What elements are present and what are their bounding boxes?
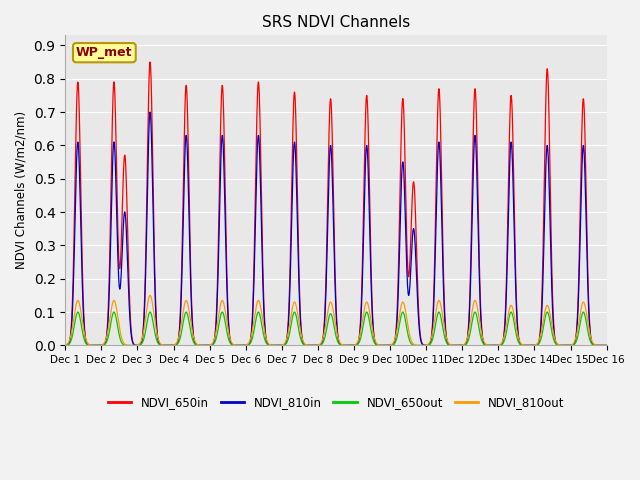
NDVI_810out <box>593 342 600 348</box>
NDVI_650out <box>350 343 358 348</box>
NDVI_650in <box>269 343 277 348</box>
NDVI_810in <box>603 343 611 348</box>
NDVI_650out <box>124 343 131 348</box>
Line: NDVI_810in: NDVI_810in <box>65 112 607 346</box>
NDVI_650in <box>534 341 542 347</box>
Title: SRS NDVI Channels: SRS NDVI Channels <box>262 15 410 30</box>
NDVI_650out <box>292 314 300 320</box>
NDVI_650in <box>147 59 154 65</box>
NDVI_810in <box>156 341 163 347</box>
NDVI_650in <box>123 204 131 210</box>
Line: NDVI_810out: NDVI_810out <box>65 295 607 346</box>
NDVI_650out <box>61 343 69 348</box>
NDVI_810in <box>123 245 131 251</box>
NDVI_650in <box>156 341 163 347</box>
NDVI_810out <box>292 304 300 310</box>
NDVI_810in <box>269 343 277 348</box>
NDVI_650in <box>292 146 300 152</box>
NDVI_810in <box>147 109 154 115</box>
NDVI_650out <box>269 343 277 348</box>
NDVI_810out <box>603 343 611 348</box>
Line: NDVI_650in: NDVI_650in <box>65 62 607 346</box>
Text: WP_met: WP_met <box>76 46 132 59</box>
NDVI_810in <box>292 185 300 191</box>
NDVI_810out <box>123 342 131 348</box>
NDVI_650in <box>350 343 358 348</box>
NDVI_650out <box>74 309 82 315</box>
NDVI_810out <box>156 339 163 345</box>
NDVI_810out <box>534 339 542 345</box>
NDVI_810out <box>147 292 154 298</box>
NDVI_650in <box>603 343 611 348</box>
Legend: NDVI_650in, NDVI_810in, NDVI_650out, NDVI_810out: NDVI_650in, NDVI_810in, NDVI_650out, NDV… <box>103 392 569 414</box>
NDVI_810out <box>61 342 69 348</box>
NDVI_810in <box>593 343 600 348</box>
NDVI_650out <box>593 343 600 348</box>
NDVI_650out <box>156 342 163 348</box>
Line: NDVI_650out: NDVI_650out <box>65 312 607 346</box>
NDVI_810in <box>534 341 542 347</box>
NDVI_650out <box>534 342 542 348</box>
NDVI_810out <box>531 343 538 348</box>
NDVI_650in <box>61 343 69 348</box>
NDVI_810in <box>350 343 358 348</box>
NDVI_650in <box>593 343 600 348</box>
Y-axis label: NDVI Channels (W/m2/nm): NDVI Channels (W/m2/nm) <box>15 111 28 269</box>
NDVI_810out <box>269 342 277 348</box>
NDVI_810in <box>61 343 69 348</box>
NDVI_650out <box>603 343 611 348</box>
